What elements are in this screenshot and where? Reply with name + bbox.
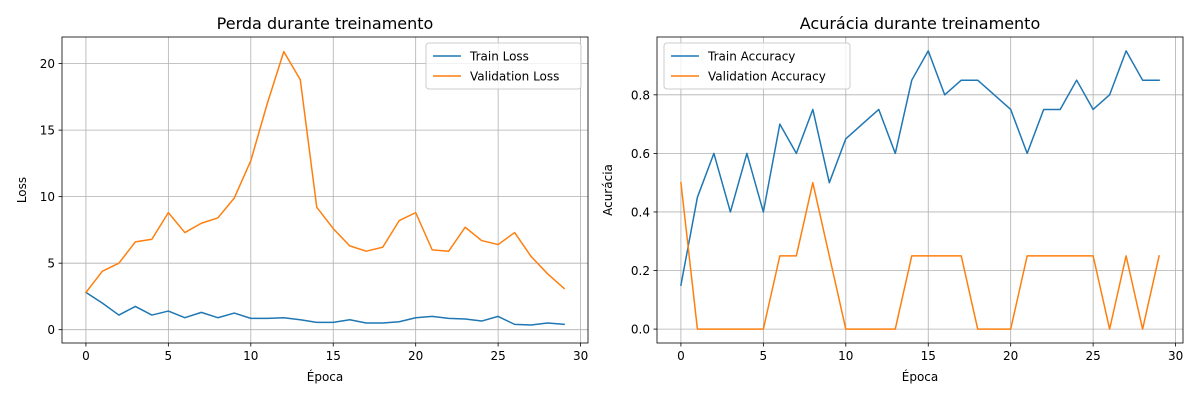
y-tick-label: 10	[40, 190, 55, 204]
x-tick-label: 20	[408, 349, 423, 363]
y-tick-label: 0.6	[631, 147, 650, 161]
y-tick-label: 0	[47, 323, 55, 337]
y-tick-label: 0.8	[631, 88, 650, 102]
chart-title: Perda durante treinamento	[217, 14, 434, 33]
x-tick-label: 0	[677, 349, 685, 363]
y-tick-label: 15	[40, 124, 55, 138]
axes-frame	[656, 36, 1184, 344]
series-line-validation-accuracy	[680, 181, 1160, 330]
x-tick-label: 25	[1085, 349, 1100, 363]
y-axis-label: Acurácia	[601, 164, 615, 216]
legend-label: Validation Accuracy	[708, 70, 826, 84]
legend-label: Train Loss	[469, 50, 529, 64]
x-tick-label: 5	[760, 349, 768, 363]
y-axis-label: Loss	[15, 177, 29, 203]
x-tick-label: 15	[326, 349, 341, 363]
series-line-train-loss	[84, 291, 565, 326]
y-tick-label: 20	[40, 57, 55, 71]
x-axis-label: Época	[307, 369, 344, 384]
chart-accuracy: 0 5 10 15 20 25 30 0.0 0.2 0.4 0.6 0.8 Acurácia dura…	[601, 14, 1184, 384]
y-tick-label: 0.2	[631, 264, 650, 278]
series-line-validation-loss	[84, 50, 566, 294]
legend-box	[663, 42, 851, 90]
legend-label: Train Accuracy	[707, 50, 795, 64]
legend: Train Loss Validation Loss	[425, 42, 582, 90]
y-tick-label: 5	[47, 257, 55, 271]
x-tick-label: 10	[838, 349, 853, 363]
x-tick-label: 30	[573, 349, 588, 363]
legend: Train Accuracy Validation Accuracy	[663, 42, 851, 90]
x-tick-label: 15	[921, 349, 936, 363]
x-tick-label: 30	[1168, 349, 1183, 363]
chart-loss: 0 5 10 15 20 25 30 0 5 10 15 20 Perda durante treina…	[15, 14, 589, 384]
x-axis-label: Época	[902, 369, 939, 384]
legend-box	[425, 42, 582, 90]
y-tick-label: 0.4	[631, 205, 650, 219]
legend-label: Validation Loss	[470, 70, 559, 84]
y-tick-label: 0.0	[631, 323, 650, 337]
series-line-train-accuracy	[680, 50, 1160, 287]
chart-title: Acurácia durante treinamento	[800, 14, 1041, 33]
x-tick-label: 20	[1003, 349, 1018, 363]
axes-frame	[61, 36, 589, 344]
x-tick-label: 0	[82, 349, 90, 363]
x-tick-label: 5	[165, 349, 173, 363]
x-tick-label: 10	[243, 349, 258, 363]
x-tick-label: 25	[490, 349, 505, 363]
